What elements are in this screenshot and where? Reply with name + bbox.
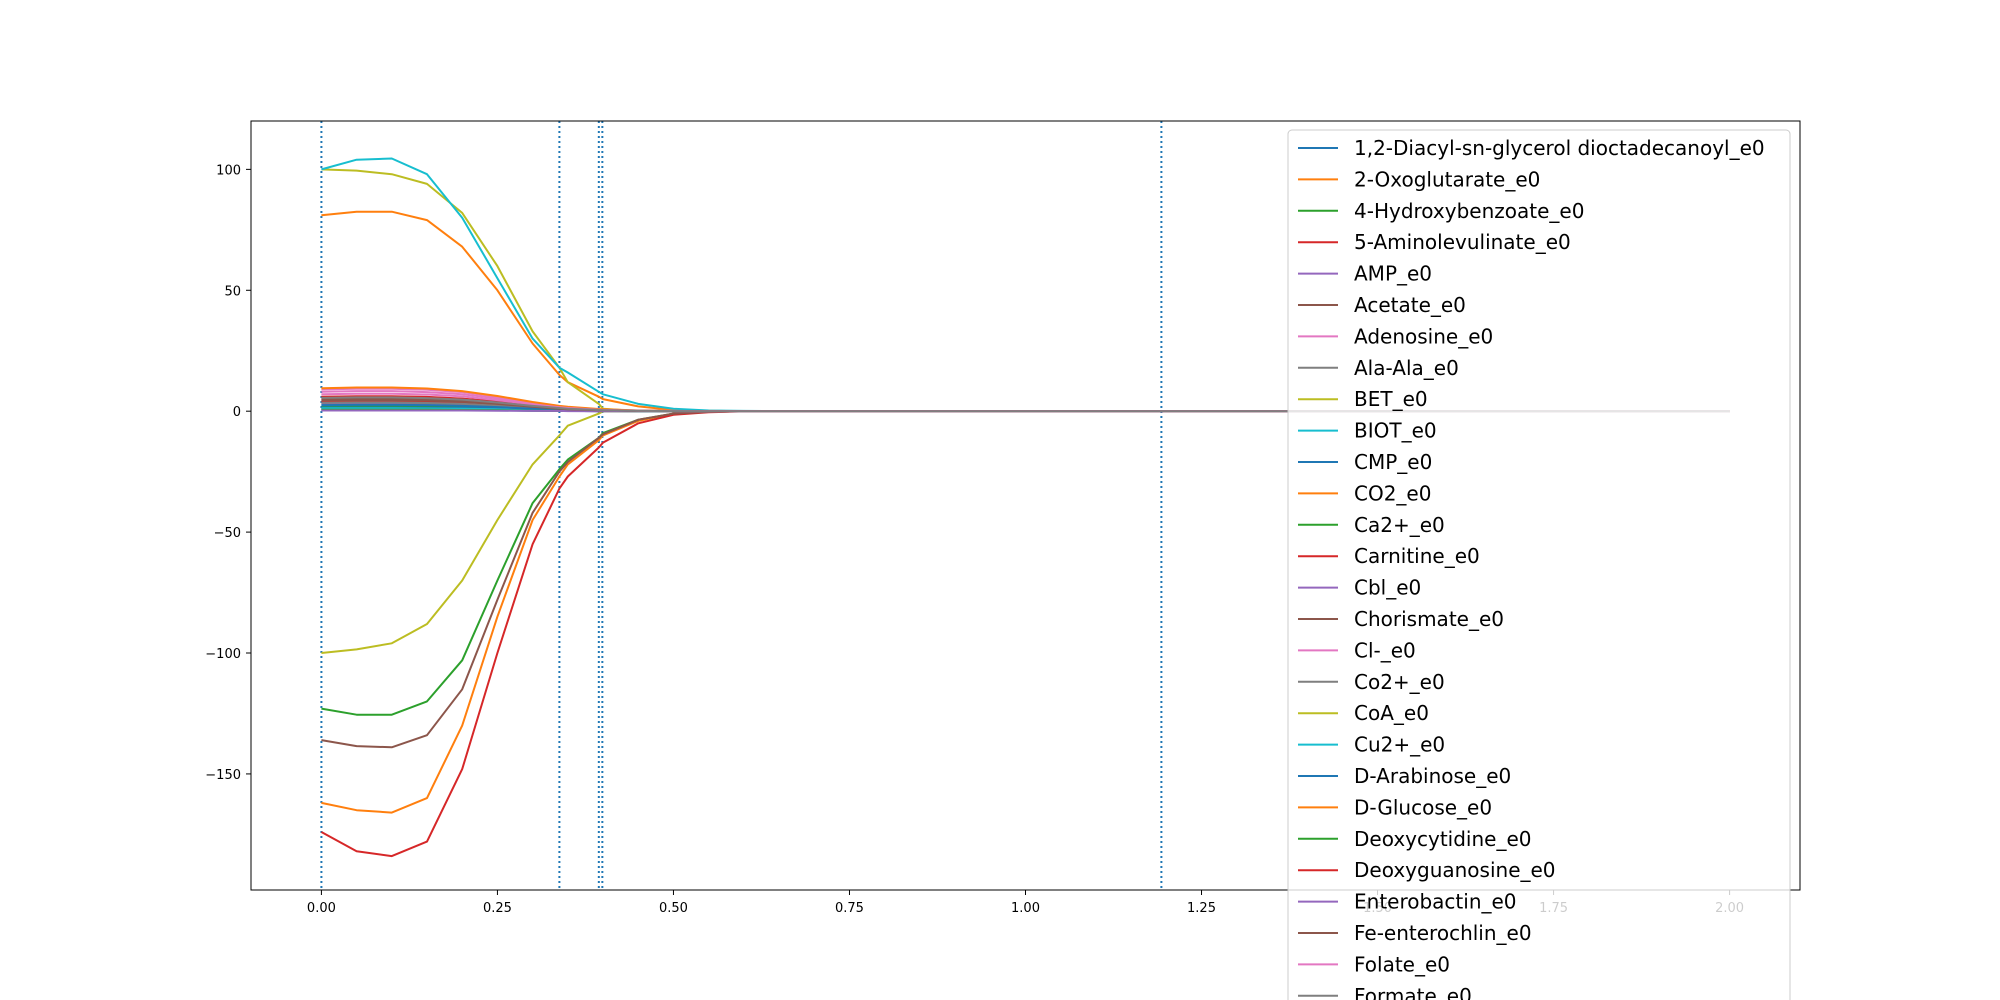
legend-label: 1,2-Diacyl-sn-glycerol dioctadecanoyl_e0 (1354, 136, 1765, 160)
legend-label: Ala-Ala_e0 (1354, 356, 1459, 380)
legend-label: Cbl_e0 (1354, 576, 1421, 600)
series-line-27 (321, 396, 1730, 413)
legend-label: BET_e0 (1354, 387, 1428, 411)
x-tick-label: 1.25 (1187, 901, 1216, 916)
vertical-markers (320, 121, 1163, 890)
legend-label: CMP_e0 (1354, 450, 1432, 474)
y-tick-label: 0 (233, 405, 241, 420)
legend-label: Fe-enterochlin_e0 (1354, 921, 1532, 945)
legend-label: Enterobactin_e0 (1354, 890, 1517, 914)
y-tick-label: 100 (216, 163, 241, 178)
x-tick-label: 0.25 (483, 901, 512, 916)
legend-label: Deoxycytidine_e0 (1354, 827, 1532, 851)
legend-label: 5-Aminolevulinate_e0 (1354, 230, 1571, 254)
legend-label: Acetate_e0 (1354, 293, 1466, 317)
legend-label: Chorismate_e0 (1354, 607, 1504, 631)
legend-label: CO2_e0 (1354, 481, 1431, 505)
legend-label: 4-Hydroxybenzoate_e0 (1354, 199, 1584, 223)
legend-label: 2-Oxoglutarate_e0 (1354, 167, 1540, 191)
y-tick-label: −150 (205, 768, 241, 783)
legend-label: BIOT_e0 (1354, 419, 1437, 443)
legend-label: Ca2+_e0 (1354, 513, 1445, 537)
legend-label: Cu2+_e0 (1354, 733, 1445, 757)
y-axis: 100 50 0 −50 −100 −150 (205, 163, 251, 783)
x-tick-label: 0.00 (307, 901, 336, 916)
legend-label: Carnitine_e0 (1354, 544, 1480, 568)
legend-label: Adenosine_e0 (1354, 324, 1493, 348)
legend-label: D-Glucose_e0 (1354, 795, 1492, 819)
legend-label: D-Arabinose_e0 (1354, 764, 1511, 788)
x-tick-label: 0.75 (835, 901, 864, 916)
legend-label: AMP_e0 (1354, 262, 1432, 286)
legend-label: Co2+_e0 (1354, 670, 1445, 694)
x-tick-label: 0.50 (659, 901, 688, 916)
y-tick-label: −100 (205, 647, 241, 662)
legend: 1,2-Diacyl-sn-glycerol dioctadecanoyl_e0… (1287, 129, 1791, 1000)
legend-label: Formate_e0 (1354, 984, 1472, 1000)
legend-label: CoA_e0 (1354, 701, 1429, 725)
y-tick-label: −50 (214, 526, 241, 541)
x-tick-label: 1.00 (1011, 901, 1040, 916)
legend-label: Deoxyguanosine_e0 (1354, 858, 1556, 882)
y-tick-label: 50 (224, 284, 241, 299)
legend-label: Folate_e0 (1354, 952, 1450, 976)
legend-box (1287, 129, 1791, 1000)
legend-label: Cl-_e0 (1354, 638, 1416, 662)
series-lines (320, 157, 1730, 858)
